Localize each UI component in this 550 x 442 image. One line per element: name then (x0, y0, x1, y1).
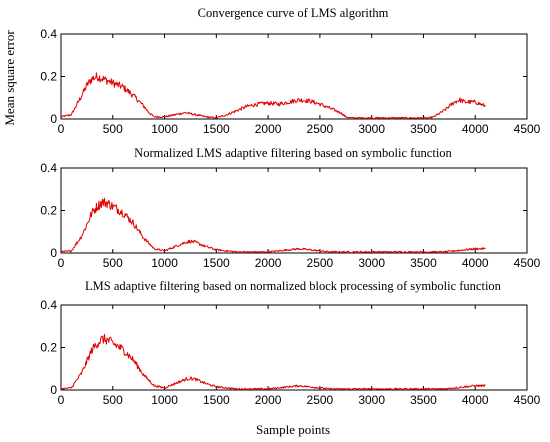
subplot-lms: Convergence curve of LMS algorithm 0 500 1… (40, 6, 540, 136)
x-tick-label: 3000 (358, 256, 385, 270)
x-tick-label: 1500 (203, 393, 230, 407)
x-tick-label: 2500 (307, 122, 334, 136)
y-tick-label: 0.4 (40, 161, 57, 175)
x-tick-label: 4500 (514, 122, 541, 136)
x-tick-label: 3500 (410, 122, 437, 136)
subplot-title: Convergence curve of LMS algorithm (198, 6, 389, 20)
y-tick-label: 0.2 (40, 204, 57, 218)
y-tick-label: 0 (50, 246, 57, 260)
x-tick-label: 2500 (307, 393, 334, 407)
x-tick-label: 2000 (255, 393, 282, 407)
x-tick-label: 500 (103, 393, 123, 407)
x-tick-label: 4500 (514, 393, 541, 407)
x-tick-label: 0 (58, 256, 65, 270)
x-tick-label: 500 (103, 256, 123, 270)
y-tick-label: 0.2 (40, 341, 57, 355)
mse-curve (60, 72, 486, 120)
subplot-title: Normalized LMS adaptive filtering based … (134, 146, 452, 160)
y-tick-label: 0 (50, 112, 57, 126)
x-tick-label: 3500 (410, 256, 437, 270)
x-tick-label: 3000 (358, 122, 385, 136)
x-tick-label: 2000 (255, 256, 282, 270)
x-tick-label: 3500 (410, 393, 437, 407)
x-tick-label: 4000 (462, 256, 489, 270)
x-tick-label: 1500 (203, 122, 230, 136)
y-tick-label: 0.4 (40, 298, 57, 312)
subplot-title: LMS adaptive filtering based on normaliz… (85, 279, 502, 293)
plot-area (60, 167, 528, 254)
x-tick-label: 500 (103, 122, 123, 136)
x-tick-label: 1000 (151, 256, 178, 270)
x-tick-label: 4000 (462, 122, 489, 136)
x-tick-label: 1000 (151, 393, 178, 407)
x-tick-label: 2500 (307, 256, 334, 270)
x-tick-label: 1000 (151, 122, 178, 136)
y-tick-label: 0.4 (40, 27, 57, 41)
subplot-normalized-lms: Normalized LMS adaptive filtering based … (40, 146, 540, 270)
plot-area (60, 304, 528, 391)
y-axis-label: Mean square error (2, 30, 17, 126)
y-tick-label: 0 (50, 383, 57, 397)
x-tick-label: 4500 (514, 256, 541, 270)
x-tick-label: 0 (58, 122, 65, 136)
x-tick-label: 0 (58, 393, 65, 407)
x-tick-label: 4000 (462, 393, 489, 407)
x-tick-label: 3000 (358, 393, 385, 407)
mse-curve (60, 333, 486, 391)
y-tick-label: 0.2 (40, 70, 57, 84)
x-axis-label: Sample points (256, 422, 330, 437)
mse-curve (60, 197, 486, 254)
subplot-block-processing: LMS adaptive filtering based on normaliz… (40, 279, 540, 407)
x-tick-label: 2000 (255, 122, 282, 136)
plot-area (60, 33, 528, 120)
x-tick-label: 1500 (203, 256, 230, 270)
